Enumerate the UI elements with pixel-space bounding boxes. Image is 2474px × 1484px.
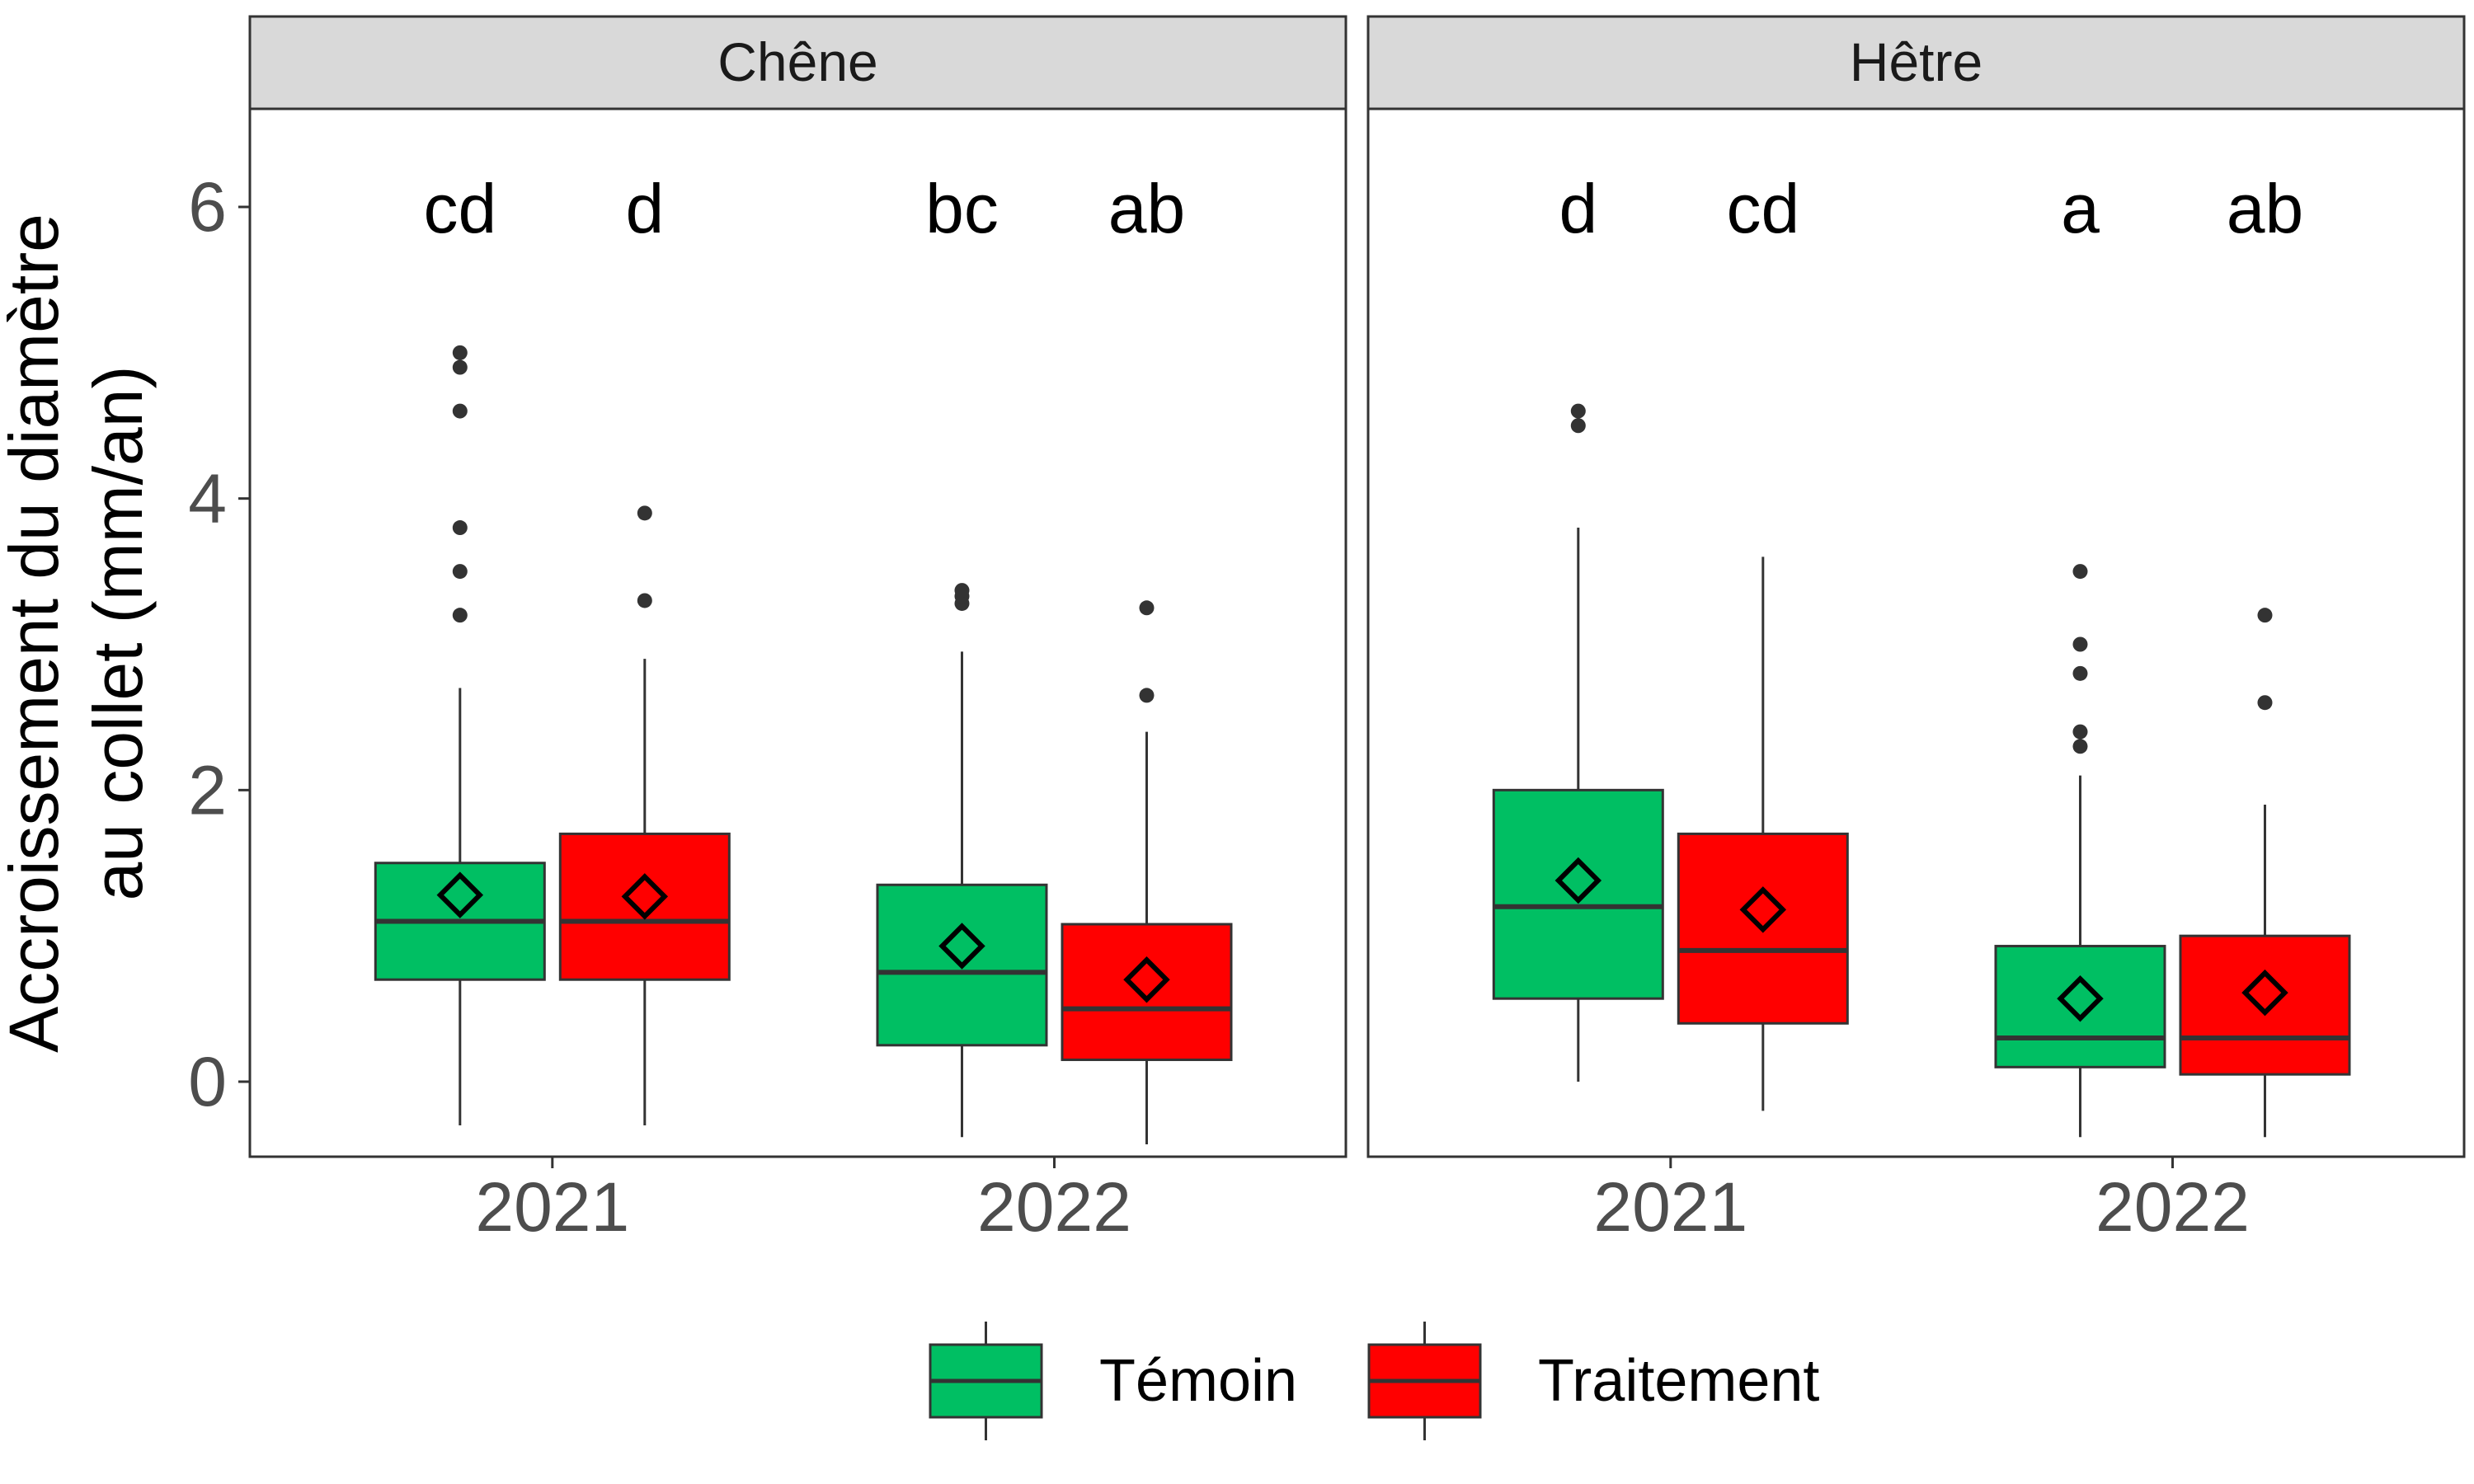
outlier-point: [2072, 739, 2088, 754]
y-tick-label: 2: [188, 751, 227, 829]
significance-letter: bc: [925, 170, 999, 247]
significance-letter: d: [625, 170, 664, 247]
legend-label: Traitement: [1538, 1348, 1819, 1414]
x-tick-label: 2021: [475, 1168, 629, 1246]
x-tick-label: 2021: [1593, 1168, 1747, 1246]
outlier-point: [954, 583, 970, 599]
significance-letter: ab: [2227, 170, 2303, 247]
significance-letter: d: [1559, 170, 1597, 247]
outlier-point: [452, 345, 468, 360]
y-axis-title-line2: au collet (mm/an): [79, 366, 157, 901]
legend-label: Témoin: [1099, 1348, 1297, 1414]
outlier-point: [637, 505, 652, 521]
y-axis-title-line1: Accroissement du diamètre: [0, 214, 73, 1053]
box: [1061, 923, 1233, 1061]
outlier-point: [1139, 688, 1155, 703]
mean-marker: [436, 871, 484, 918]
mean-marker: [1739, 886, 1787, 933]
outlier-point: [2072, 724, 2088, 740]
outlier-point: [452, 564, 468, 580]
outlier-point: [2072, 564, 2088, 580]
facet-strip: [248, 15, 1348, 110]
outlier-point: [452, 403, 468, 419]
y-tick-label: 0: [188, 1043, 227, 1120]
significance-letter: a: [2061, 170, 2100, 247]
facet-title: Chêne: [717, 31, 878, 92]
significance-letter: ab: [1108, 170, 1185, 247]
outlier-point: [1570, 403, 1586, 419]
outlier-point: [452, 520, 468, 536]
facet-strip: [1366, 15, 2466, 110]
facet-title: Hêtre: [1850, 31, 1982, 92]
y-tick-label: 4: [188, 460, 227, 538]
outlier-point: [2072, 636, 2088, 652]
y-tick-label: 6: [188, 168, 227, 246]
mean-marker: [2057, 974, 2104, 1022]
outlier-point: [452, 359, 468, 375]
mean-marker: [2241, 969, 2288, 1017]
box: [558, 832, 731, 981]
x-tick-label: 2022: [2095, 1168, 2250, 1246]
outlier-point: [2257, 608, 2273, 623]
outlier-point: [637, 593, 652, 608]
mean-marker: [938, 923, 985, 970]
box: [1492, 788, 1664, 1000]
significance-letter: cd: [1726, 170, 1799, 247]
mean-marker: [621, 873, 669, 920]
mean-marker: [1123, 956, 1170, 1003]
box: [2179, 934, 2351, 1076]
mean-marker: [1554, 857, 1602, 904]
box: [1994, 945, 2166, 1068]
outlier-point: [2257, 695, 2273, 711]
outlier-point: [2072, 665, 2088, 681]
x-tick-label: 2022: [977, 1168, 1131, 1246]
outlier-point: [1139, 600, 1155, 616]
outlier-point: [1570, 418, 1586, 434]
significance-letter: cd: [423, 170, 496, 247]
outlier-point: [452, 608, 468, 623]
